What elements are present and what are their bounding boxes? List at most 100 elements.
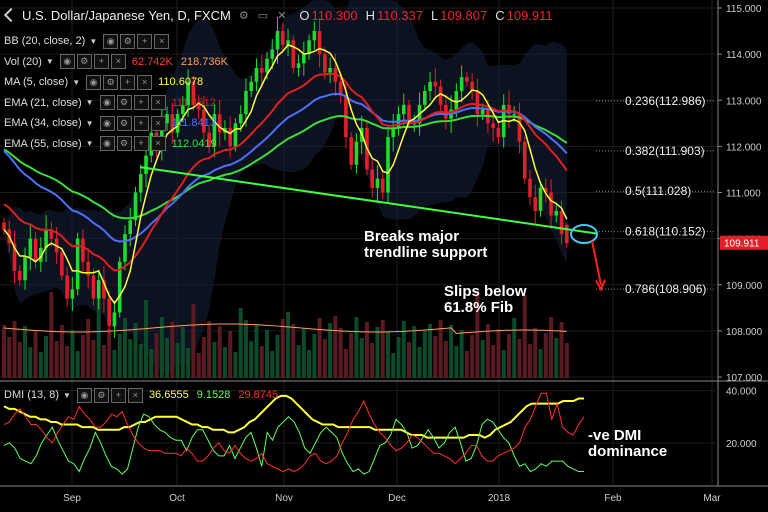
eye-icon[interactable]: ◉ xyxy=(99,95,115,110)
volume-bar xyxy=(201,337,206,378)
close-icon[interactable]: × xyxy=(154,33,170,49)
dmi-tick-label: 40.000 xyxy=(726,387,757,398)
indicator-controls[interactable]: ◉ ⚙ + × xyxy=(86,74,153,90)
candle-body xyxy=(217,114,222,133)
indicator-legend-row[interactable]: DMI (13, 8) ▼ ◉ ⚙ + × 36.6555 9.1528 29.8745 xyxy=(4,387,286,403)
indicator-controls[interactable]: ◉ ⚙ + × xyxy=(99,136,166,151)
close-icon[interactable]: × xyxy=(150,115,166,131)
indicator-legend-row[interactable]: BB (20, close, 2) ▼ ◉ ⚙ + × xyxy=(4,33,175,49)
eye-icon[interactable]: ◉ xyxy=(76,387,92,403)
volume-bar xyxy=(338,328,343,378)
volume-bar xyxy=(170,322,175,378)
indicator-controls[interactable]: ◉ ⚙ + × xyxy=(99,115,166,131)
low-label: L xyxy=(431,7,439,23)
indicator-legend-row[interactable]: EMA (34, close) ▼ ◉ ⚙ + × 111.8413 xyxy=(4,115,224,131)
indicator-legend-row[interactable]: EMA (21, close) ▼ ◉ ⚙ + × 111.4512 xyxy=(4,95,224,111)
indicator-controls[interactable]: ◉ ⚙ + × xyxy=(59,54,126,69)
volume-bar xyxy=(454,346,459,378)
indicator-name: BB (20, close, 2) xyxy=(4,35,86,47)
volume-bar xyxy=(86,319,91,378)
volume-bar xyxy=(380,320,385,378)
dropdown-caret-icon[interactable]: ▼ xyxy=(63,390,71,400)
gear-icon[interactable]: ⚙ xyxy=(116,136,132,151)
indicator-legend-row[interactable]: EMA (55, close) ▼ ◉ ⚙ + × 112.0419 xyxy=(4,136,225,152)
gear-icon[interactable]: ⚙ xyxy=(116,115,132,131)
eye-icon[interactable]: ◉ xyxy=(59,54,75,69)
gear-icon[interactable]: ⚙ xyxy=(120,33,136,49)
gear-icon[interactable]: ⚙ xyxy=(76,54,92,69)
open-value: 110.300 xyxy=(311,7,358,23)
dropdown-caret-icon[interactable]: ▼ xyxy=(89,36,98,46)
settings-icons[interactable]: ⚙ ▭ ✕ xyxy=(238,9,290,22)
close-icon[interactable]: × xyxy=(127,387,143,403)
volume-bar xyxy=(396,337,401,378)
gear-icon[interactable]: ⚙ xyxy=(116,95,132,110)
gear-icon[interactable]: ⚙ xyxy=(93,387,109,403)
dropdown-caret-icon[interactable]: ▼ xyxy=(85,118,94,128)
add-icon[interactable]: + xyxy=(120,74,136,90)
trendline-annotation: Breaks major trendline support xyxy=(364,228,488,261)
volume-bar xyxy=(559,322,564,378)
add-icon[interactable]: + xyxy=(133,95,149,110)
indicator-controls[interactable]: ◉ ⚙ + × xyxy=(99,95,166,110)
volume-bar xyxy=(301,329,306,378)
eye-icon[interactable]: ◉ xyxy=(99,115,115,131)
candle-body xyxy=(554,210,559,216)
candle-body xyxy=(133,192,138,221)
indicator-legend-row[interactable]: Vol (20) ▼ ◉ ⚙ + × 62.742K 218.736K xyxy=(4,54,236,70)
candle-body xyxy=(196,104,201,110)
volume-bar xyxy=(270,351,275,378)
y-tick-label: 108.000 xyxy=(726,327,763,338)
eye-icon[interactable]: ◉ xyxy=(99,136,115,151)
close-icon[interactable]: × xyxy=(150,95,166,110)
close-icon[interactable]: × xyxy=(150,136,166,151)
volume-bar xyxy=(554,338,559,378)
add-icon[interactable]: + xyxy=(110,387,126,403)
volume-bar xyxy=(501,350,506,378)
candle-body xyxy=(517,114,522,142)
volume-bar xyxy=(422,331,427,378)
indicator-name: EMA (21, close) xyxy=(4,96,82,109)
trendline xyxy=(139,166,599,235)
gear-icon[interactable]: ⚙ xyxy=(103,74,119,90)
add-icon[interactable]: + xyxy=(137,33,153,49)
indicator-legend-row[interactable]: MA (5, close) ▼ ◉ ⚙ + × 110.6078 xyxy=(4,74,211,90)
eye-icon[interactable]: ◉ xyxy=(86,74,102,90)
candle-body xyxy=(433,81,438,87)
candle-body xyxy=(286,40,290,45)
add-icon[interactable]: + xyxy=(93,54,109,69)
candle-body xyxy=(75,238,80,290)
add-icon[interactable]: + xyxy=(133,136,149,151)
dropdown-caret-icon[interactable]: ▼ xyxy=(85,139,94,148)
add-icon[interactable]: + xyxy=(133,115,149,131)
candle-body xyxy=(2,222,6,230)
dropdown-caret-icon[interactable]: ▼ xyxy=(72,77,81,87)
dmi-annotation: -ve DMI dominance xyxy=(588,427,668,460)
indicator-controls[interactable]: ◉ ⚙ + × xyxy=(76,387,143,403)
volume-bar xyxy=(23,326,28,378)
candle-body xyxy=(323,54,327,73)
candle-body xyxy=(312,31,317,41)
close-icon[interactable]: × xyxy=(137,74,153,90)
volume-bar xyxy=(117,334,122,378)
volume-bar xyxy=(506,334,511,378)
collapse-icon[interactable] xyxy=(3,7,19,23)
candle-body xyxy=(470,81,474,92)
eye-icon[interactable]: ◉ xyxy=(103,33,119,49)
candle-body xyxy=(428,81,432,92)
indicator-controls[interactable]: ◉ ⚙ + × xyxy=(103,33,170,49)
dropdown-caret-icon[interactable]: ▼ xyxy=(85,98,94,107)
ema34-line xyxy=(3,92,568,243)
close-icon[interactable]: × xyxy=(110,54,126,69)
candle-body xyxy=(228,127,232,147)
volume-bar xyxy=(296,345,301,378)
candle-body xyxy=(107,298,111,327)
fib-level-label: 0.236(112.986) xyxy=(625,94,706,108)
volume-bar xyxy=(528,344,532,378)
candle-body xyxy=(254,67,259,82)
dropdown-caret-icon[interactable]: ▼ xyxy=(45,57,54,66)
fib-level-label: 0.786(108.906) xyxy=(625,282,706,296)
indicator-value: 9.1528 xyxy=(196,389,231,401)
candle-body xyxy=(144,155,148,175)
